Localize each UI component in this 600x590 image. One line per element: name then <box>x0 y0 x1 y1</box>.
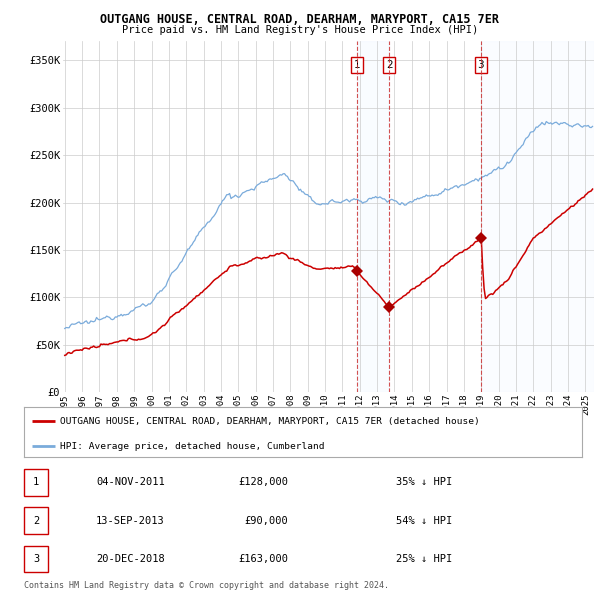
Text: 1: 1 <box>33 477 39 487</box>
Text: 2: 2 <box>33 516 39 526</box>
Text: Price paid vs. HM Land Registry's House Price Index (HPI): Price paid vs. HM Land Registry's House … <box>122 25 478 35</box>
Text: £90,000: £90,000 <box>244 516 288 526</box>
Text: Contains HM Land Registry data © Crown copyright and database right 2024.: Contains HM Land Registry data © Crown c… <box>24 581 389 590</box>
Text: HPI: Average price, detached house, Cumberland: HPI: Average price, detached house, Cumb… <box>60 442 325 451</box>
Text: 35% ↓ HPI: 35% ↓ HPI <box>396 477 452 487</box>
Text: 3: 3 <box>33 554 39 564</box>
Text: £163,000: £163,000 <box>238 554 288 564</box>
Text: 3: 3 <box>478 60 484 70</box>
Text: £128,000: £128,000 <box>238 477 288 487</box>
Text: 54% ↓ HPI: 54% ↓ HPI <box>396 516 452 526</box>
Text: OUTGANG HOUSE, CENTRAL ROAD, DEARHAM, MARYPORT, CA15 7ER: OUTGANG HOUSE, CENTRAL ROAD, DEARHAM, MA… <box>101 13 499 26</box>
Text: 2: 2 <box>386 60 393 70</box>
Text: 20-DEC-2018: 20-DEC-2018 <box>96 554 165 564</box>
Text: 25% ↓ HPI: 25% ↓ HPI <box>396 554 452 564</box>
Text: 1: 1 <box>353 60 360 70</box>
Text: OUTGANG HOUSE, CENTRAL ROAD, DEARHAM, MARYPORT, CA15 7ER (detached house): OUTGANG HOUSE, CENTRAL ROAD, DEARHAM, MA… <box>60 417 480 425</box>
Text: 04-NOV-2011: 04-NOV-2011 <box>96 477 165 487</box>
Bar <box>481 41 594 392</box>
Text: 13-SEP-2013: 13-SEP-2013 <box>96 516 165 526</box>
Bar <box>357 41 389 392</box>
